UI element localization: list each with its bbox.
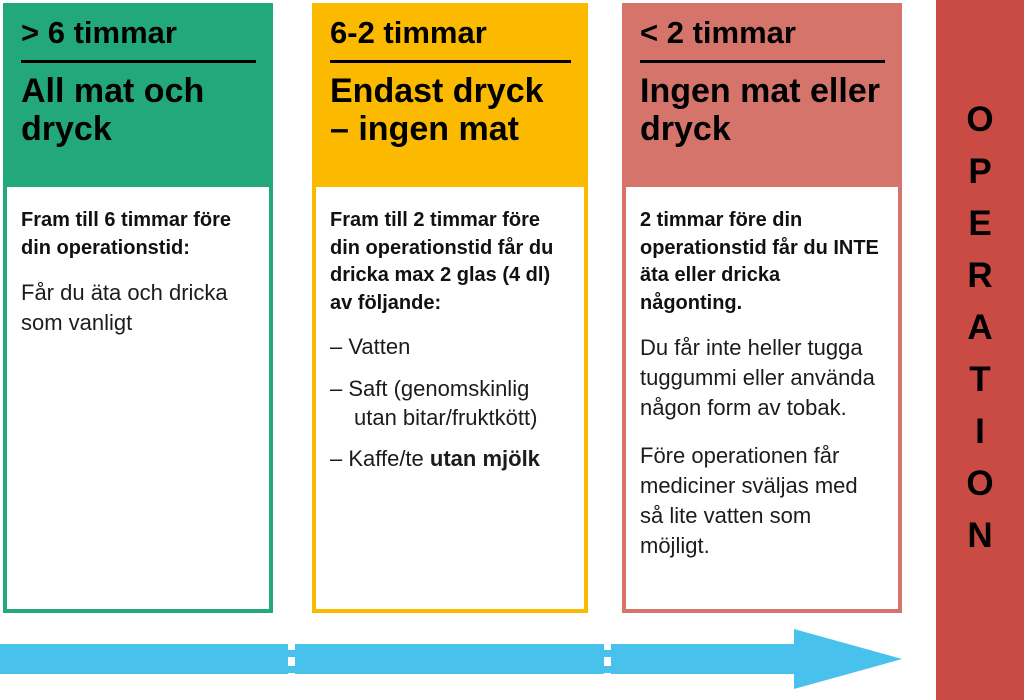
header-rule (640, 60, 885, 63)
phase-time: 6-2 timmar (330, 15, 487, 50)
phase-body: Fram till 2 timmar före din operationsti… (312, 183, 588, 613)
phase-paragraph: Före operationen får mediciner sväljas m… (640, 443, 858, 558)
phase-body: Fram till 6 timmar före din operationsti… (3, 183, 273, 613)
header-rule (21, 60, 256, 63)
operation-letter: A (967, 308, 993, 347)
phase-body: 2 timmar före din operationstid får du I… (622, 183, 902, 613)
phase-header-yellow: 6-2 timmar Endast dryck – ingen mat (312, 3, 588, 183)
timeline-divider-1 (288, 641, 295, 678)
phase-paragraph: Du får inte heller tugga tuggummi eller … (640, 335, 875, 421)
list-item-text: – Kaffe/te (330, 446, 430, 472)
operation-letter: P (968, 152, 992, 191)
list-item-text: – Saft (genomskinlig utan bitar/fruktköt… (330, 375, 538, 430)
allowed-drinks-list: – Vatten – Saft (genomskinlig utan bitar… (330, 333, 571, 473)
operation-letter: O (966, 464, 994, 503)
phase-lead: Fram till 2 timmar före din operationsti… (330, 209, 554, 314)
phase-header-salmon: < 2 timmar Ingen mat eller dryck (622, 3, 902, 183)
phase-title: Ingen mat eller dryck (640, 72, 880, 149)
phase-text: Får du äta och dricka som vanligt (21, 280, 228, 336)
operation-letter: T (969, 360, 991, 399)
operation-letter: O (966, 100, 994, 139)
timeline-divider-2 (604, 641, 611, 678)
phase-column-6-to-2h: 6-2 timmar Endast dryck – ingen mat Fram… (312, 3, 588, 613)
header-rule (330, 60, 571, 63)
phase-lead: 2 timmar före din operationstid får du I… (640, 209, 879, 314)
phase-time: < 2 timmar (640, 15, 796, 50)
phase-title: Endast dryck – ingen mat (330, 72, 544, 149)
operation-letter: I (975, 412, 985, 451)
phase-column-more-than-6h: > 6 timmar All mat och dryck Fram till 6… (3, 3, 273, 613)
phase-column-less-than-2h: < 2 timmar Ingen mat eller dryck 2 timma… (622, 3, 902, 613)
timeline-arrow-head-icon (794, 629, 902, 689)
phase-time: > 6 timmar (21, 15, 177, 50)
list-item-bold-text: utan mjölk (429, 446, 540, 472)
operation-letter: N (967, 516, 993, 555)
operation-letter: E (968, 204, 992, 243)
operation-letter: R (967, 256, 993, 295)
list-item: – Saft (genomskinlig utan bitar/fruktköt… (330, 375, 571, 432)
list-item: – Vatten (330, 333, 571, 362)
operation-bar: O P E R A T I O N (936, 0, 1024, 700)
timeline-arrow-shaft (0, 644, 794, 674)
list-item-text: – Vatten (330, 334, 411, 360)
list-item: – Kaffe/te utan mjölk (330, 445, 571, 474)
phase-header-green: > 6 timmar All mat och dryck (3, 3, 273, 183)
phase-lead: Fram till 6 timmar före din operationsti… (21, 209, 232, 259)
phase-title: All mat och dryck (21, 72, 205, 149)
